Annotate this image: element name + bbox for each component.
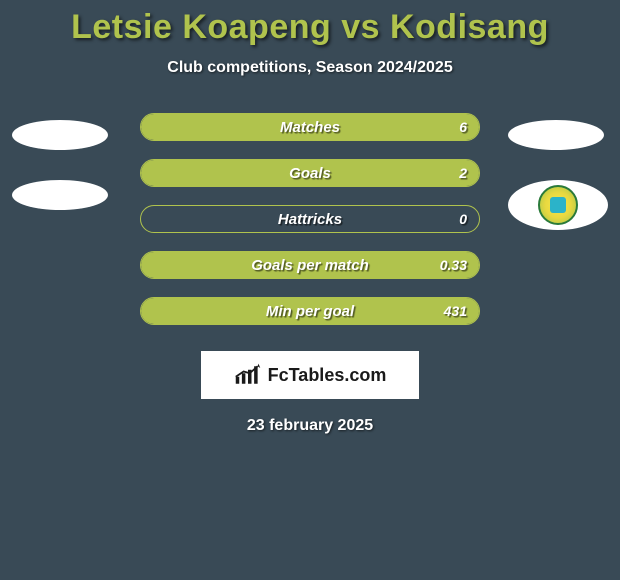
stat-bar-label: Hattricks	[141, 206, 479, 232]
stat-bar: Goals per match0.33	[140, 251, 480, 279]
stat-bar: Hattricks0	[140, 205, 480, 233]
stat-bar-value: 0.33	[440, 252, 467, 278]
stat-bar-value: 431	[444, 298, 467, 324]
branding-text: FcTables.com	[268, 365, 387, 386]
left-badges	[12, 120, 108, 210]
stat-bar: Goals2	[140, 159, 480, 187]
stat-bar-value: 6	[459, 114, 467, 140]
stat-bar: Matches6	[140, 113, 480, 141]
stat-bar-value: 2	[459, 160, 467, 186]
badge-placeholder	[508, 120, 604, 150]
badge-placeholder	[12, 180, 108, 210]
stat-bar-label: Goals	[141, 160, 479, 186]
stat-bar-label: Goals per match	[141, 252, 479, 278]
stat-bar-label: Min per goal	[141, 298, 479, 324]
date: 23 february 2025	[0, 417, 620, 435]
team-logo-icon	[538, 185, 578, 225]
stat-bar-value: 0	[459, 206, 467, 232]
stats-bars: Matches6Goals2Hattricks0Goals per match0…	[140, 113, 480, 325]
right-badges	[508, 120, 608, 230]
team-badge	[508, 180, 608, 230]
chart-icon	[234, 363, 262, 387]
page-title: Letsie Koapeng vs Kodisang	[0, 0, 620, 47]
subtitle: Club competitions, Season 2024/2025	[0, 59, 620, 77]
branding: FcTables.com	[201, 351, 419, 399]
stat-bar: Min per goal431	[140, 297, 480, 325]
stat-bar-label: Matches	[141, 114, 479, 140]
badge-placeholder	[12, 120, 108, 150]
